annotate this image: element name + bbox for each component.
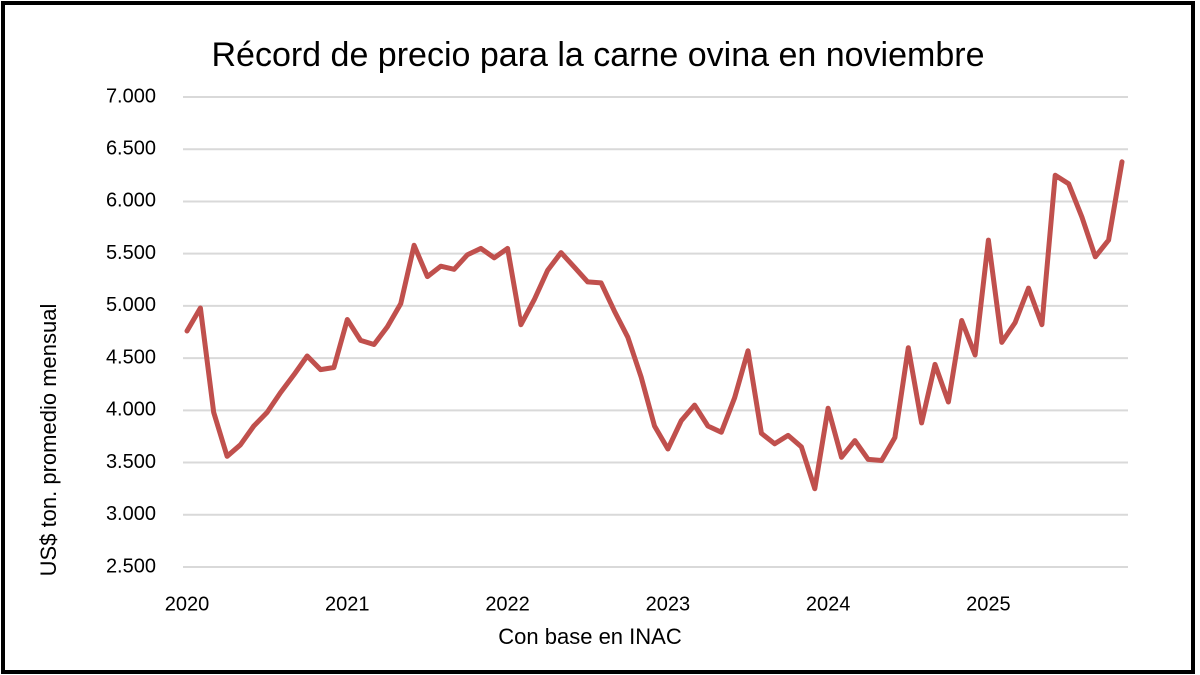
x-axis-label: Con base en INAC: [498, 624, 682, 649]
x-tick-label: 2023: [646, 593, 691, 615]
y-tick-label: 5.500: [106, 242, 156, 264]
x-tick-label: 2025: [966, 593, 1011, 615]
x-tick-label: 2024: [806, 593, 851, 615]
x-tick-label: 2020: [165, 593, 210, 615]
y-tick-label: 6.000: [106, 190, 156, 212]
y-tick-label: 5.000: [106, 294, 156, 316]
y-tick-label: 3.500: [106, 451, 156, 473]
y-axis-label: US$ ton. promedio mensual: [36, 304, 61, 577]
y-tick-label: 6.500: [106, 138, 156, 160]
y-tick-label: 2.500: [106, 555, 156, 577]
line-series: [184, 159, 1125, 492]
y-tick-label: 3.000: [106, 503, 156, 525]
x-tick-label: 2022: [485, 593, 530, 615]
y-tick-label: 7.000: [106, 85, 156, 107]
chart-title: Récord de precio para la carne ovina en …: [211, 36, 984, 74]
y-tick-label: 4.000: [106, 399, 156, 421]
y-tick-label: 4.500: [106, 346, 156, 368]
x-tick-label: 2021: [325, 593, 370, 615]
